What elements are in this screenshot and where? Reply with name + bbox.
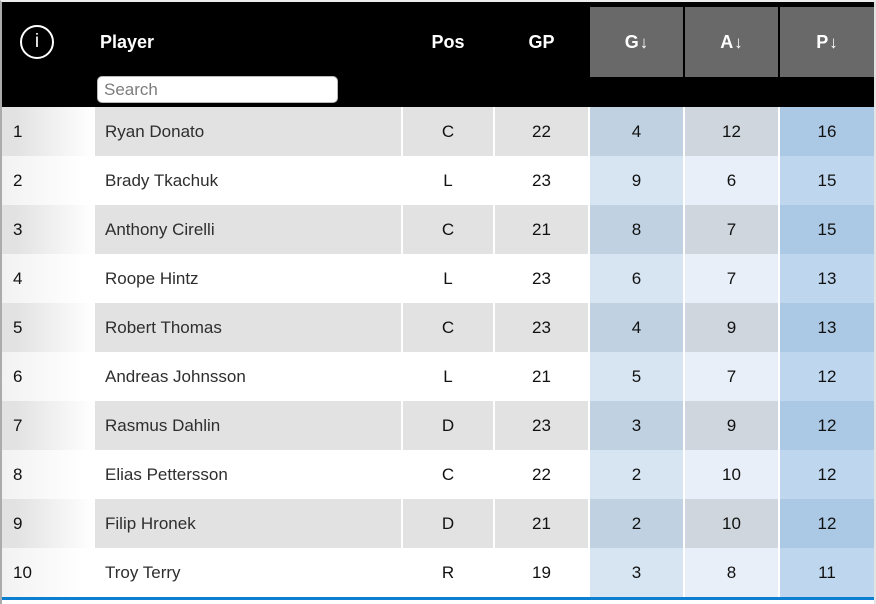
cell-player[interactable]: Troy Terry	[95, 548, 401, 597]
cell-player[interactable]: Ryan Donato	[95, 107, 401, 156]
cell-rank: 8	[2, 450, 93, 499]
cell-p: 12	[780, 401, 874, 450]
cell-g: 2	[590, 450, 683, 499]
header-label-assists: A	[720, 31, 734, 52]
cell-a: 9	[685, 401, 778, 450]
cell-pos: D	[403, 401, 493, 450]
cell-g: 4	[590, 303, 683, 352]
cell-player[interactable]: Andreas Johnsson	[95, 352, 401, 401]
table-row[interactable]: 7 Rasmus Dahlin D 23 3 9 12	[2, 401, 874, 450]
cell-g: 3	[590, 401, 683, 450]
cell-g: 2	[590, 499, 683, 548]
cell-p: 12	[780, 450, 874, 499]
header-cell-player[interactable]: Player	[100, 31, 155, 52]
header-cell-goals-sorted[interactable]: G ↓	[590, 7, 683, 77]
cell-gp: 23	[495, 254, 588, 303]
cell-p: 16	[780, 107, 874, 156]
table-row[interactable]: 6 Andreas Johnsson L 21 5 7 12	[2, 352, 874, 401]
cell-p: 13	[780, 303, 874, 352]
cell-rank: 7	[2, 401, 93, 450]
cell-g: 8	[590, 205, 683, 254]
cell-player[interactable]: Elias Pettersson	[95, 450, 401, 499]
cell-gp: 22	[495, 107, 588, 156]
cell-pos: D	[403, 499, 493, 548]
cell-a: 12	[685, 107, 778, 156]
cell-g: 9	[590, 156, 683, 205]
cell-pos: R	[403, 548, 493, 597]
cell-pos: L	[403, 156, 493, 205]
header-cell-assists-sorted[interactable]: A ↓	[685, 7, 778, 77]
cell-a: 7	[685, 254, 778, 303]
cell-p: 12	[780, 499, 874, 548]
cell-rank: 9	[2, 499, 93, 548]
cell-a: 10	[685, 499, 778, 548]
sort-descending-icon: ↓	[639, 33, 649, 52]
cell-gp: 21	[495, 205, 588, 254]
cell-player[interactable]: Brady Tkachuk	[95, 156, 401, 205]
cell-a: 7	[685, 352, 778, 401]
table-row[interactable]: 5 Robert Thomas C 23 4 9 13	[2, 303, 874, 352]
header-cell-points-sorted[interactable]: P ↓	[780, 7, 874, 77]
cell-pos: C	[403, 205, 493, 254]
cell-rank: 3	[2, 205, 93, 254]
cell-p: 11	[780, 548, 874, 597]
table-bottom-rule	[2, 597, 874, 600]
cell-pos: L	[403, 352, 493, 401]
cell-g: 3	[590, 548, 683, 597]
cell-gp: 23	[495, 303, 588, 352]
sort-descending-icon: ↓	[829, 33, 838, 52]
cell-rank: 1	[2, 107, 93, 156]
player-search-input[interactable]	[97, 76, 338, 103]
cell-player[interactable]: Filip Hronek	[95, 499, 401, 548]
cell-gp: 23	[495, 401, 588, 450]
sort-descending-icon: ↓	[734, 33, 743, 52]
cell-p: 15	[780, 205, 874, 254]
cell-rank: 2	[2, 156, 93, 205]
cell-rank: 6	[2, 352, 93, 401]
table-body: 1 Ryan Donato C 22 4 12 16 2 Brady Tkachuk L 23 9 6 1…	[2, 107, 874, 597]
table-row[interactable]: 4 Roope Hintz L 23 6 7 13	[2, 254, 874, 303]
cell-player[interactable]: Anthony Cirelli	[95, 205, 401, 254]
cell-g: 6	[590, 254, 683, 303]
table-row[interactable]: 2 Brady Tkachuk L 23 9 6 15	[2, 156, 874, 205]
cell-a: 10	[685, 450, 778, 499]
cell-a: 8	[685, 548, 778, 597]
cell-gp: 19	[495, 548, 588, 597]
cell-gp: 21	[495, 499, 588, 548]
table-row[interactable]: 1 Ryan Donato C 22 4 12 16	[2, 107, 874, 156]
cell-a: 9	[685, 303, 778, 352]
cell-pos: C	[403, 107, 493, 156]
cell-gp: 23	[495, 156, 588, 205]
cell-gp: 22	[495, 450, 588, 499]
header-label-goals: G	[624, 31, 639, 52]
cell-pos: C	[403, 450, 493, 499]
header-cell-info: i	[2, 7, 93, 77]
cell-rank: 10	[2, 548, 93, 597]
info-icon[interactable]: i	[20, 25, 54, 59]
cell-rank: 5	[2, 303, 93, 352]
cell-pos: L	[403, 254, 493, 303]
cell-pos: C	[403, 303, 493, 352]
cell-p: 15	[780, 156, 874, 205]
cell-rank: 4	[2, 254, 93, 303]
cell-gp: 21	[495, 352, 588, 401]
table-row[interactable]: 10 Troy Terry R 19 3 8 11	[2, 548, 874, 597]
cell-g: 4	[590, 107, 683, 156]
cell-a: 6	[685, 156, 778, 205]
cell-a: 7	[685, 205, 778, 254]
cell-player[interactable]: Roope Hintz	[95, 254, 401, 303]
cell-g: 5	[590, 352, 683, 401]
cell-p: 12	[780, 352, 874, 401]
table-row[interactable]: 9 Filip Hronek D 21 2 10 12	[2, 499, 874, 548]
cell-player[interactable]: Rasmus Dahlin	[95, 401, 401, 450]
table-row[interactable]: 3 Anthony Cirelli C 21 8 7 15	[2, 205, 874, 254]
header-cell-pos[interactable]: Pos	[431, 31, 465, 52]
header-cell-gp[interactable]: GP	[528, 31, 555, 52]
cell-player[interactable]: Robert Thomas	[95, 303, 401, 352]
cell-p: 13	[780, 254, 874, 303]
header-label-points: P	[816, 31, 829, 52]
table-row[interactable]: 8 Elias Pettersson C 22 2 10 12	[2, 450, 874, 499]
table-header: i Player Pos GP G ↓ A ↓ P ↓	[2, 2, 874, 107]
